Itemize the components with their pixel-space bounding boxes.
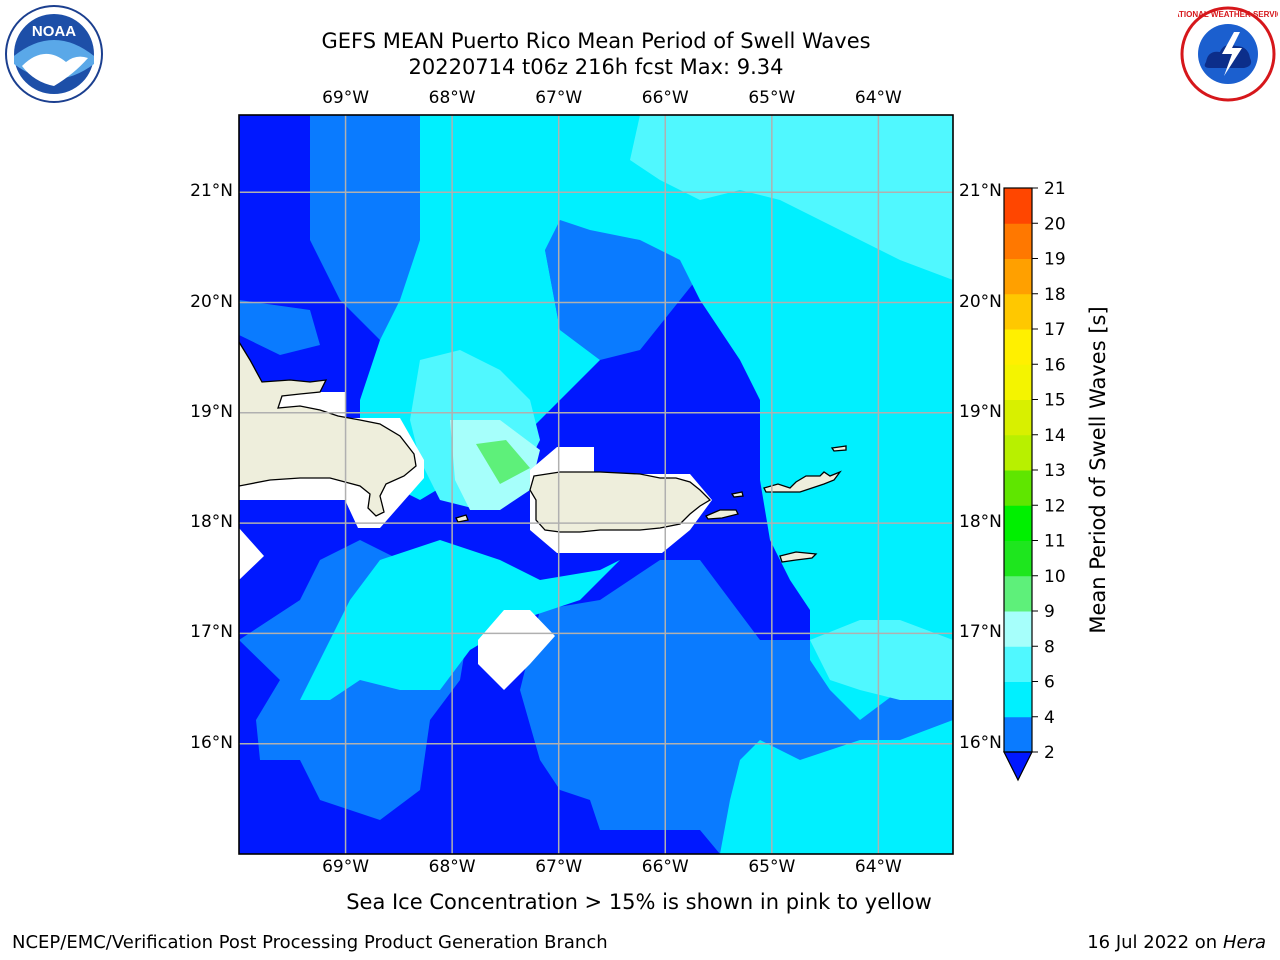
svg-text:NATIONAL WEATHER SERVICE: NATIONAL WEATHER SERVICE xyxy=(1178,10,1278,19)
lat-tick-label-right: 21°N xyxy=(959,181,1002,202)
contour-8-9 xyxy=(810,620,953,700)
lat-tick-label-left: 21°N xyxy=(190,181,233,202)
contour-4-6 xyxy=(310,115,953,854)
lat-tick-label-left: 20°N xyxy=(190,291,233,312)
lat-tick-label-left: 18°N xyxy=(190,512,233,533)
colorbar-tick-label: 13 xyxy=(1044,461,1066,481)
colorbar-segment xyxy=(1004,188,1032,224)
colorbar-segment xyxy=(1004,681,1032,718)
colorbar-tick-label: 2 xyxy=(1044,743,1055,763)
vieques-island xyxy=(705,509,739,520)
virgin-islands xyxy=(763,470,842,493)
map-subtitle: 20220714 t06z 216h fcst Max: 9.34 xyxy=(408,55,784,79)
colorbar-segment xyxy=(1004,223,1032,259)
lat-tick-label-left: 17°N xyxy=(190,622,233,643)
colorbar-segment xyxy=(1004,364,1032,400)
land-mask xyxy=(239,528,264,580)
lon-tick-label-bottom: 69°W xyxy=(322,857,370,877)
colorbar-tick-label: 21 xyxy=(1044,179,1066,199)
colorbar-tick-label: 14 xyxy=(1044,426,1066,446)
land-mask xyxy=(478,610,555,690)
footer-machine: Hera xyxy=(1222,932,1266,953)
lat-tick-label-right: 20°N xyxy=(959,291,1002,312)
colorbar-tick-label: 18 xyxy=(1044,285,1066,305)
lon-tick-label-bottom: 66°W xyxy=(641,857,689,877)
colorbar-tick-label: 6 xyxy=(1044,673,1055,693)
map-fill-layer xyxy=(239,115,953,854)
lon-tick-label-top: 68°W xyxy=(428,88,476,108)
lat-tick-label-left: 19°N xyxy=(190,401,233,422)
contour-6-8 xyxy=(720,720,953,854)
lon-tick-label-top: 69°W xyxy=(322,88,370,108)
hispaniola-land xyxy=(239,340,417,517)
lat-tick-label-right: 18°N xyxy=(959,512,1002,533)
colorbar-tick-label: 11 xyxy=(1044,532,1066,552)
st-croix-island xyxy=(779,551,818,563)
colorbar-tick-label: 12 xyxy=(1044,496,1066,516)
colorbar-segment xyxy=(1004,329,1032,365)
svg-text:NOAA: NOAA xyxy=(32,23,76,40)
colorbar-tick-label: 4 xyxy=(1044,708,1055,728)
colorbar-segment xyxy=(1004,399,1032,436)
lon-tick-label-bottom: 67°W xyxy=(535,857,583,877)
anegada-island xyxy=(830,445,847,452)
contour-4-6 xyxy=(239,300,320,355)
lat-tick-label-right: 17°N xyxy=(959,622,1002,643)
colorbar-segment xyxy=(1004,540,1032,577)
colorbar-label: Mean Period of Swell Waves [s] xyxy=(1086,306,1110,634)
colorbar-segment xyxy=(1004,293,1032,330)
lat-lon-grid xyxy=(239,115,953,854)
map-title: GEFS MEAN Puerto Rico Mean Period of Swe… xyxy=(321,29,871,53)
lon-tick-label-bottom: 65°W xyxy=(748,857,796,877)
colorbar-tick-label: 10 xyxy=(1044,567,1066,587)
colorbar-segment xyxy=(1004,470,1032,506)
contour-6-8 xyxy=(300,540,620,700)
colorbar-segment xyxy=(1004,716,1032,753)
colorbar-tick-label: 17 xyxy=(1044,320,1066,340)
colorbar-segment xyxy=(1004,505,1032,541)
colorbar-tick-label: 20 xyxy=(1044,214,1066,234)
colorbar-segment xyxy=(1004,611,1032,647)
contour-8-9 xyxy=(630,115,953,280)
footer-credit: NCEP/EMC/Verification Post Processing Pr… xyxy=(12,932,608,953)
colorbar-tick-label: 9 xyxy=(1044,602,1055,622)
nws-logo: NATIONAL WEATHER SERVICE xyxy=(1178,6,1278,102)
footer-date: 16 Jul 2022 on Hera xyxy=(1087,932,1266,953)
lon-tick-label-bottom: 68°W xyxy=(428,857,476,877)
lon-tick-label-top: 67°W xyxy=(535,88,583,108)
lon-tick-label-top: 66°W xyxy=(641,88,689,108)
culebra-island xyxy=(730,491,744,498)
colorbar-tick-label: 8 xyxy=(1044,637,1055,657)
lon-tick-label-bottom: 64°W xyxy=(854,857,902,877)
lat-tick-label-right: 16°N xyxy=(959,732,1002,753)
mona-island xyxy=(455,514,469,523)
noaa-logo: NOAA xyxy=(5,5,103,103)
contour-6-8 xyxy=(360,115,953,720)
colorbar-segment xyxy=(1004,646,1032,682)
footer-date-text: 16 Jul 2022 on xyxy=(1087,932,1223,953)
colorbar-segment xyxy=(1004,258,1032,295)
colorbar-tick-label: 15 xyxy=(1044,391,1066,411)
colorbar-extend-arrow xyxy=(1003,751,1033,782)
colorbar-tick-label: 19 xyxy=(1044,250,1066,270)
lon-tick-label-top: 65°W xyxy=(748,88,796,108)
colorbar-segment xyxy=(1004,434,1032,471)
colorbar-segment xyxy=(1004,575,1032,612)
lat-tick-label-left: 16°N xyxy=(190,732,233,753)
contour-10-11 xyxy=(476,440,530,484)
map-frame xyxy=(238,114,954,855)
lat-tick-label-right: 19°N xyxy=(959,401,1002,422)
sea-ice-note: Sea Ice Concentration > 15% is shown in … xyxy=(346,890,932,914)
lon-tick-label-top: 64°W xyxy=(854,88,902,108)
colorbar: 2 4 6 8 9 10 11 12 13 14 15 16 17 18 19 20 21 xyxy=(1003,179,1066,782)
colorbar-tick-label: 16 xyxy=(1044,355,1066,375)
